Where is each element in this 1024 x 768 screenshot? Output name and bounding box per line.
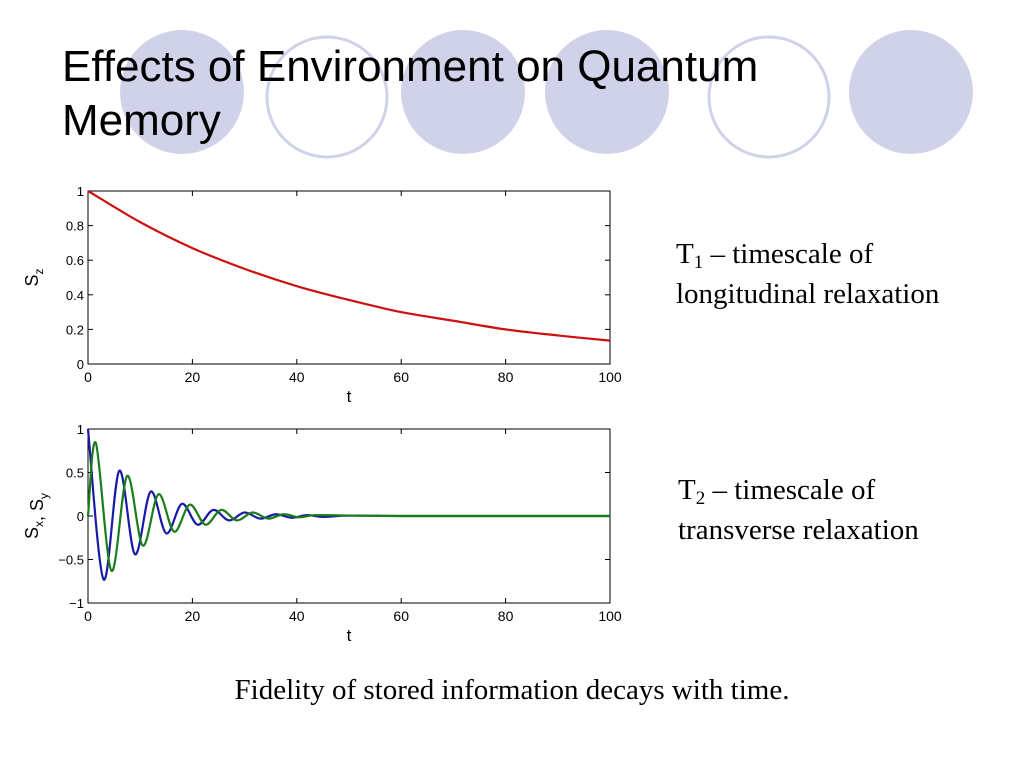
- y-tick-label: −1: [69, 596, 84, 611]
- x-tick-label: 40: [289, 608, 305, 624]
- x-tick-label: 20: [185, 369, 201, 385]
- x-tick-label: 0: [84, 608, 92, 624]
- slide-title: Effects of Environment on Quantum Memory: [62, 42, 759, 145]
- decorative-circle: [265, 35, 389, 159]
- t2-symbol: T: [678, 474, 696, 506]
- x-tick-label: 100: [598, 369, 622, 385]
- x-tick-label: 60: [393, 608, 409, 624]
- series-line-1: [87, 190, 611, 342]
- t1-symbol: T: [676, 238, 694, 270]
- t2-description: T2 – timescale of transverse relaxation: [678, 470, 1018, 550]
- decorative-circle: [707, 35, 831, 159]
- decorative-circle: [849, 30, 973, 154]
- series-line-2: [86, 441, 610, 572]
- x-tick-label: 80: [498, 608, 514, 624]
- y-tick-label: 0: [77, 509, 84, 524]
- y-tick-label: 1: [77, 184, 84, 199]
- decorative-circle: [401, 30, 525, 154]
- decorative-circle: [545, 30, 669, 154]
- y-axis-label: Sx, Sy: [22, 493, 51, 539]
- t2-text: – timescale of: [705, 474, 876, 506]
- x-tick-label: 0: [84, 369, 92, 385]
- x-axis-label: t: [347, 387, 352, 406]
- t1-description: T1 – timescale of longitudinal relaxatio…: [676, 234, 1016, 314]
- y-tick-label: 0: [77, 357, 84, 372]
- t2-subscript: 2: [695, 488, 706, 509]
- y-tick-label: 1: [77, 422, 84, 437]
- t1-subscript: 1: [693, 252, 704, 273]
- y-tick-label: 0.2: [66, 322, 84, 337]
- y-tick-label: 0.5: [66, 466, 84, 481]
- series-line-1: [86, 428, 610, 581]
- x-axis-label: t: [347, 626, 352, 645]
- y-tick-label: 0.4: [66, 288, 84, 303]
- x-tick-label: 40: [289, 369, 305, 385]
- t1-text-line2: longitudinal relaxation: [676, 278, 940, 310]
- y-tick-label: 0.6: [66, 253, 84, 268]
- t2-text-line2: transverse relaxation: [678, 514, 919, 546]
- plot-frame: [87, 190, 611, 365]
- x-tick-label: 20: [185, 608, 201, 624]
- y-tick-label: 0.8: [66, 219, 84, 234]
- x-tick-label: 60: [393, 369, 409, 385]
- y-tick-label: −0.5: [58, 553, 84, 568]
- x-tick-label: 80: [498, 369, 514, 385]
- x-tick-label: 100: [598, 608, 622, 624]
- y-axis-label: Sz: [22, 268, 46, 286]
- caption: Fidelity of stored information decays wi…: [234, 674, 790, 706]
- decorative-circle: [120, 30, 244, 154]
- decorative-circles: [120, 30, 973, 159]
- t1-text: – timescale of: [703, 238, 874, 270]
